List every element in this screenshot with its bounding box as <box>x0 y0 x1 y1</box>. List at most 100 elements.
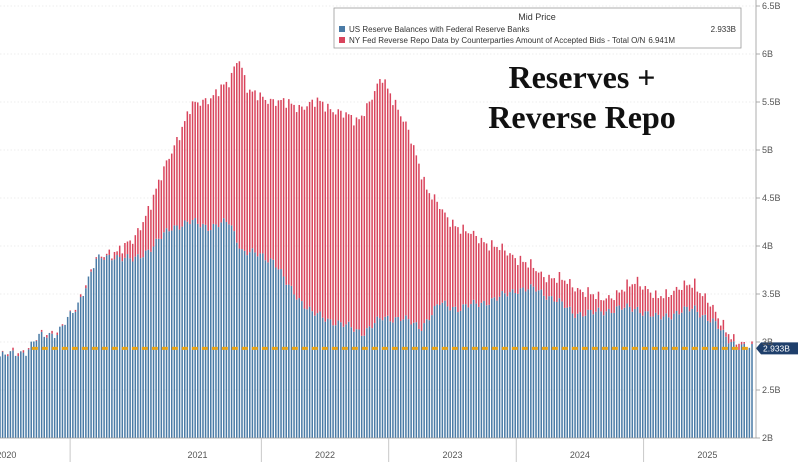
reverse-repo-bar <box>108 249 111 255</box>
reverse-repo-bar <box>618 292 621 306</box>
reserves-bar <box>64 324 66 438</box>
reverse-repo-bar <box>295 112 298 300</box>
reverse-repo-bar <box>561 279 563 302</box>
reverse-repo-bar <box>675 286 678 311</box>
reverse-repo-bar <box>631 284 634 312</box>
reserves-bar <box>147 249 150 438</box>
reserves-bar <box>425 319 428 438</box>
reserves-bar <box>579 312 582 438</box>
reverse-repo-bar <box>623 291 626 308</box>
reserves-bar <box>170 230 173 438</box>
reverse-repo-bar <box>147 205 150 250</box>
reverse-repo-bar <box>522 261 524 288</box>
reverse-repo-bar <box>288 99 290 285</box>
reverse-repo-bar <box>667 297 670 318</box>
reverse-repo-bar <box>678 289 680 315</box>
reserves-bar <box>254 252 256 438</box>
reserves-bar <box>262 253 264 438</box>
reverse-repo-bar <box>103 257 105 260</box>
reserves-bar <box>194 218 196 438</box>
reverse-repo-bar <box>282 98 285 277</box>
reverse-repo-bar <box>389 93 392 322</box>
reserves-bar <box>267 262 269 438</box>
reverse-repo-bar <box>530 259 532 285</box>
reserves-bar <box>202 223 204 438</box>
reserves-bar <box>155 238 157 438</box>
reverse-repo-bar <box>691 287 693 309</box>
reverse-repo-bar <box>660 296 662 320</box>
reserves-bar <box>670 319 673 438</box>
reverse-repo-bar <box>176 137 178 226</box>
reserves-bar <box>178 229 181 438</box>
reserves-bar <box>498 296 501 438</box>
reserves-bar <box>35 340 38 438</box>
x-tick-label: 2021 <box>188 450 208 460</box>
reserves-bar <box>168 231 170 438</box>
reference-value-tag-label: 2.933B <box>763 343 790 353</box>
reverse-repo-bar <box>334 114 337 326</box>
reserves-bar <box>436 304 438 438</box>
reverse-repo-bar <box>657 298 660 315</box>
reserves-bar <box>626 303 628 438</box>
reverse-repo-bar <box>563 280 566 308</box>
reverse-repo-bar <box>441 209 444 303</box>
reserves-bar <box>654 312 657 438</box>
reserves-bar <box>233 231 235 438</box>
reserves-bar <box>298 298 300 438</box>
reserves-bar <box>238 248 241 438</box>
legend-title: Mid Price <box>518 12 556 22</box>
reserves-bar <box>519 288 522 438</box>
reverse-repo-bar <box>610 298 613 314</box>
reserves-bar <box>353 331 355 438</box>
reverse-repo-bar <box>394 99 397 318</box>
reserves-bar <box>683 306 686 438</box>
reserves-bar <box>522 287 524 438</box>
reserves-bar <box>319 311 321 438</box>
reverse-repo-bar <box>569 279 571 307</box>
reserves-bar <box>373 323 376 438</box>
reserves-bar <box>530 284 532 438</box>
reserves-bar <box>584 315 587 438</box>
reverse-repo-bar <box>238 61 241 249</box>
reserves-bar <box>722 329 725 438</box>
reserves-bar <box>157 238 160 438</box>
reserves-bar <box>628 306 631 438</box>
reverse-repo-bar <box>639 286 641 313</box>
reverse-repo-bar <box>223 84 225 219</box>
reverse-repo-bar <box>301 106 303 302</box>
reverse-repo-bar <box>181 126 183 227</box>
reserves-bar <box>621 309 623 438</box>
reserves-bar <box>246 255 248 438</box>
reverse-repo-bar <box>576 287 579 314</box>
reverse-repo-bar <box>353 125 355 332</box>
reverse-repo-bar <box>504 250 506 294</box>
reverse-repo-bar <box>543 277 545 296</box>
reserves-bar <box>597 307 600 438</box>
reserves-bar <box>696 311 699 438</box>
reserves-bar <box>605 311 608 438</box>
y-tick-label: 6.5B <box>762 1 781 11</box>
reserves-bar <box>334 325 337 438</box>
reserves-bar <box>493 297 496 438</box>
reverse-repo-bar <box>431 199 433 316</box>
reserves-bar <box>511 289 514 438</box>
reserves-bar <box>236 242 238 438</box>
reserves-bar <box>72 313 74 438</box>
reserves-bar <box>137 254 139 438</box>
reserves-bar <box>589 310 592 438</box>
reserves-bar <box>269 258 272 438</box>
reverse-repo-bar <box>498 250 501 297</box>
reserves-bar <box>152 246 155 438</box>
reverse-repo-bar <box>345 112 347 325</box>
reverse-repo-bar <box>595 299 597 312</box>
reserves-bar <box>33 341 35 438</box>
reserves-bar <box>553 301 555 438</box>
reverse-repo-bar <box>478 243 480 307</box>
reverse-repo-bar <box>197 102 199 224</box>
reverse-repo-bar <box>626 279 628 304</box>
reserves-bar <box>381 320 384 438</box>
reserves-bar <box>321 317 324 438</box>
reverse-repo-bar <box>730 339 732 342</box>
reserves-bar <box>85 288 87 438</box>
legend-box <box>333 7 742 49</box>
